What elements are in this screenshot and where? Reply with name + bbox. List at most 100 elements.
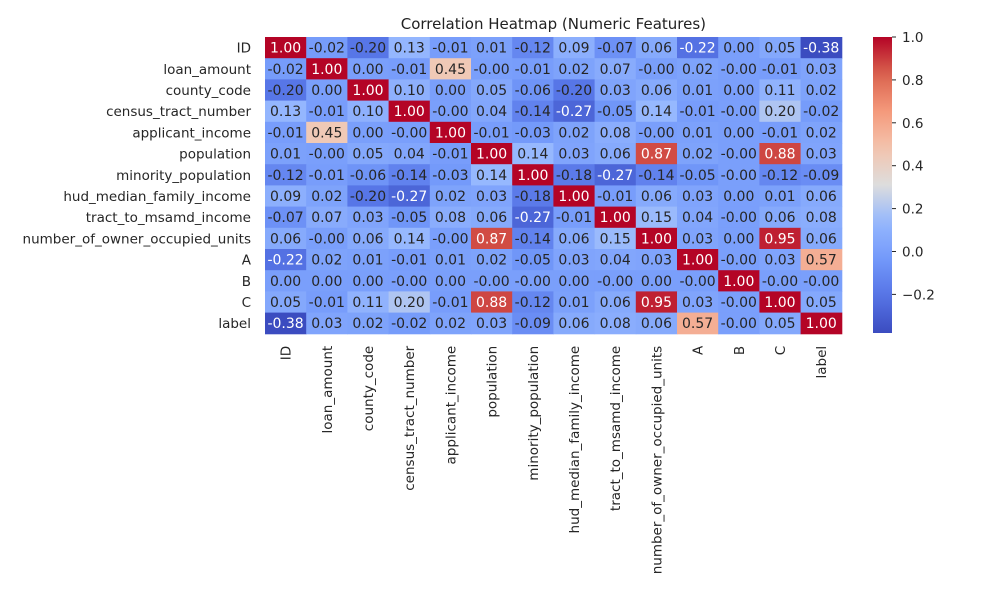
heatmap-cell — [265, 143, 307, 165]
heatmap-cell — [471, 37, 513, 59]
heatmap-cell — [471, 206, 513, 229]
cell-value-label: 0.00 — [352, 125, 383, 141]
heatmap-cell — [594, 312, 637, 335]
heatmap-cell — [347, 249, 390, 271]
cell-value-label: 0.95 — [641, 295, 672, 311]
heatmap-cell — [800, 37, 843, 59]
heatmap-cell — [594, 270, 637, 292]
cell-value-label: 1.00 — [517, 168, 548, 184]
cell-value-label: -0.12 — [267, 168, 303, 184]
heatmap-cell — [800, 185, 843, 208]
heatmap-cell — [594, 100, 637, 123]
cell-value-label: -0.01 — [309, 295, 345, 311]
cell-value-label: 0.05 — [764, 316, 795, 332]
cell-value-label: 0.07 — [600, 62, 631, 78]
heatmap-cell — [347, 37, 390, 59]
cell-value-label: 0.04 — [600, 253, 631, 269]
heatmap-cell — [306, 185, 348, 208]
cell-value-label: 0.03 — [558, 147, 589, 163]
cell-value-label: -0.00 — [597, 274, 633, 290]
cell-value-label: 0.08 — [435, 210, 466, 226]
cell-value-label: 0.57 — [682, 316, 713, 332]
cell-value-label: 0.01 — [558, 295, 589, 311]
x-tick-label: tract_to_msamd_income — [608, 346, 624, 511]
heatmap-cell — [594, 143, 637, 165]
cell-value-label: -0.27 — [556, 104, 592, 120]
heatmap-cell — [635, 37, 678, 59]
heatmap-cell — [388, 143, 431, 165]
cell-value-label: -0.02 — [267, 62, 303, 78]
heatmap-cell — [388, 100, 431, 123]
heatmap-cell — [388, 270, 431, 292]
cell-value-label: -0.00 — [638, 125, 674, 141]
cell-value-label: -0.02 — [391, 316, 427, 332]
heatmap-cell — [800, 121, 843, 144]
cell-value-label: 0.06 — [558, 231, 589, 247]
heatmap-cell — [388, 79, 431, 102]
x-tick-label: applicant_income — [443, 346, 459, 465]
colorbar-ticks: 1.0 0.8 0.6 0.4 0.2 0.0 −0.2 — [892, 30, 935, 303]
cell-value-label: -0.01 — [556, 210, 592, 226]
heatmap-cell — [306, 270, 348, 292]
cell-value-label: 1.00 — [641, 231, 672, 247]
heatmap-cell — [429, 270, 472, 292]
heatmap-cell — [347, 185, 390, 208]
cell-value-label: -0.00 — [721, 168, 757, 184]
heatmap-cell — [306, 206, 348, 229]
heatmap-cell — [429, 291, 472, 314]
cell-value-label: 1.00 — [352, 83, 383, 99]
heatmap-cell — [471, 143, 513, 165]
cell-value-label: 0.03 — [806, 147, 837, 163]
cell-value-label: -0.01 — [391, 253, 427, 269]
cell-value-label: -0.00 — [638, 62, 674, 78]
cell-value-label: 0.06 — [641, 316, 672, 332]
cell-value-label: -0.20 — [350, 189, 386, 205]
cell-value-label: -0.01 — [309, 168, 345, 184]
cell-value-label: 0.11 — [764, 83, 795, 99]
cell-value-label: -0.00 — [721, 210, 757, 226]
heatmap-cell — [759, 164, 802, 186]
cell-value-label: 0.04 — [682, 210, 713, 226]
cell-value-label: -0.00 — [309, 231, 345, 247]
heatmap-cell — [429, 58, 472, 80]
heatmap-cell — [306, 143, 348, 165]
heatmap-cell — [635, 185, 678, 208]
heatmap-cell — [759, 100, 802, 123]
heatmap-cell — [553, 312, 596, 335]
cell-value-label: -0.22 — [679, 41, 715, 57]
heatmap-cell — [759, 143, 802, 165]
heatmap-cell — [512, 58, 554, 80]
cell-value-label: -0.00 — [721, 104, 757, 120]
cell-value-label: -0.06 — [515, 83, 551, 99]
heatmap-cell — [471, 249, 513, 271]
x-tick-label: loan_amount — [320, 346, 336, 434]
cell-value-label: -0.07 — [597, 41, 633, 57]
cell-value-label: 0.08 — [600, 316, 631, 332]
cell-value-label: -0.05 — [679, 168, 715, 184]
heatmap-cell — [594, 58, 637, 80]
cell-value-label: 0.09 — [270, 189, 301, 205]
cell-value-label: 0.00 — [723, 231, 754, 247]
x-tick-label: C — [773, 346, 789, 355]
cell-value-label: -0.01 — [267, 125, 303, 141]
cell-value-label: 1.00 — [806, 316, 837, 332]
heatmap-cell — [265, 312, 307, 335]
cell-value-label: -0.01 — [309, 104, 345, 120]
cell-value-label: -0.00 — [432, 231, 468, 247]
heatmap-cell — [471, 121, 513, 144]
heatmap-cell — [347, 121, 390, 144]
x-tick-label: B — [732, 346, 748, 355]
heatmap-cell — [512, 164, 554, 186]
heatmap-cell — [800, 58, 843, 80]
cell-value-label: -0.03 — [515, 125, 551, 141]
cell-value-label: -0.20 — [350, 41, 386, 57]
heatmap-cell — [388, 121, 431, 144]
cell-value-label: -0.01 — [432, 41, 468, 57]
heatmap-cell — [553, 164, 596, 186]
cell-value-label: 0.03 — [476, 189, 507, 205]
heatmap-cell — [512, 270, 554, 292]
cell-value-label: 0.01 — [476, 41, 507, 57]
heatmap-cell — [512, 185, 554, 208]
cell-value-label: -0.20 — [556, 83, 592, 99]
colorbar: 1.0 0.8 0.6 0.4 0.2 0.0 −0.2 — [873, 30, 935, 333]
